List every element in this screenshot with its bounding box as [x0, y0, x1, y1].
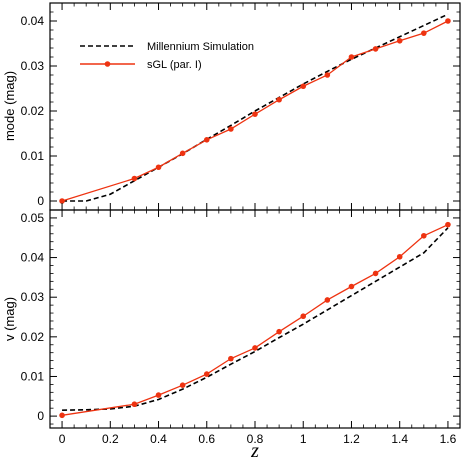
top-panel: 0 0.01 0.02 0.03 0.04 mode (mag) Millennium … — [2, 2, 461, 211]
legend-label-sgl: sGL (par. I) — [147, 59, 202, 71]
bottom-y-axis-label: v (mag) — [2, 297, 17, 341]
bottom-data-point — [300, 313, 307, 320]
top-data-point — [300, 83, 307, 90]
bottom-y-tick-label: 0.05 — [21, 211, 45, 225]
bottom-data-point — [396, 253, 403, 260]
top-y-ticks: 0 0.01 0.02 0.03 0.04 — [21, 2, 460, 211]
top-data-point — [348, 54, 355, 60]
top-data-point — [228, 126, 234, 132]
bottom-y-ticks: 0 0.01 0.02 0.03 0.04 0.05 — [21, 211, 460, 425]
bottom-y-tick-label: 0.02 — [21, 330, 45, 344]
bottom-y-tick-label: 0.01 — [21, 369, 45, 383]
legend: Millennium Simulation sGL (par. I) — [80, 41, 254, 71]
top-data-point — [421, 30, 427, 36]
bottom-data-point — [276, 328, 282, 335]
top-data-point — [372, 46, 379, 52]
x-tick-label: 0 — [59, 432, 66, 446]
top-y-tick-label: 0.03 — [21, 59, 45, 73]
top-data-point — [203, 137, 210, 143]
bottom-data-point — [445, 221, 451, 228]
x-tick-label: 0.4 — [150, 432, 167, 446]
bottom-data-point — [252, 345, 258, 351]
top-data-point — [324, 72, 331, 78]
bottom-series-line-sgl — [61, 224, 449, 416]
x-tick-label: 1.2 — [343, 432, 360, 446]
top-data-point — [396, 38, 403, 44]
top-data-point — [179, 150, 186, 157]
bottom-data-point — [324, 297, 331, 303]
bottom-y-tick-label: 0.03 — [21, 290, 45, 304]
legend-label-millennium: Millennium Simulation — [147, 41, 254, 53]
bottom-data-point — [348, 283, 355, 290]
bottom-data-point — [59, 412, 65, 419]
bottom-plot-frame — [49, 209, 461, 429]
top-x-ticks — [61, 3, 449, 210]
top-y-tick-label: 0 — [37, 194, 44, 208]
bottom-marks — [59, 221, 451, 419]
x-tick-label: 1.4 — [391, 432, 408, 446]
top-data-point — [252, 111, 258, 117]
x-tick-label: 1 — [300, 432, 307, 446]
top-data-point — [445, 18, 451, 24]
bottom-y-tick-label: 0.04 — [21, 251, 45, 265]
bottom-data-point — [372, 270, 379, 277]
top-y-axis-label: mode (mag) — [2, 71, 17, 141]
top-y-tick-label: 0.04 — [21, 14, 45, 28]
top-y-tick-label: 0.02 — [21, 104, 45, 118]
top-y-tick-label: 0.01 — [21, 149, 45, 163]
bottom-data-point — [228, 355, 234, 362]
x-tick-label: 0.2 — [102, 432, 119, 446]
x-tick-label: 0.6 — [198, 432, 215, 446]
x-tick-label: 1.6 — [440, 432, 457, 446]
bottom-data-point — [179, 382, 186, 388]
bottom-x-ticks: 0 0.2 0.4 0.6 0.8 1 1.2 1.4 1.6 — [59, 210, 457, 446]
x-axis-label: z — [250, 440, 259, 462]
top-data-point — [131, 175, 138, 182]
legend-marker-sgl — [104, 61, 111, 67]
top-data-point — [276, 96, 282, 103]
top-series-line-millennium — [62, 13, 449, 202]
bottom-data-point — [203, 371, 210, 377]
x-tick-label: 0.8 — [247, 432, 264, 446]
bottom-y-tick-label: 0 — [37, 409, 44, 423]
top-marks — [59, 13, 451, 204]
top-data-point — [59, 198, 65, 204]
bottom-series-line-millennium — [62, 227, 449, 411]
top-plot-frame — [49, 2, 461, 211]
bottom-data-point — [421, 232, 427, 239]
bottom-panel: 0 0.01 0.02 0.03 0.04 0.05 0 0.2 0.4 0.6 0.8 1 1.2 1… — [2, 209, 461, 462]
bottom-data-point — [131, 401, 138, 408]
top-data-point — [155, 164, 162, 171]
bottom-data-point — [155, 392, 162, 398]
